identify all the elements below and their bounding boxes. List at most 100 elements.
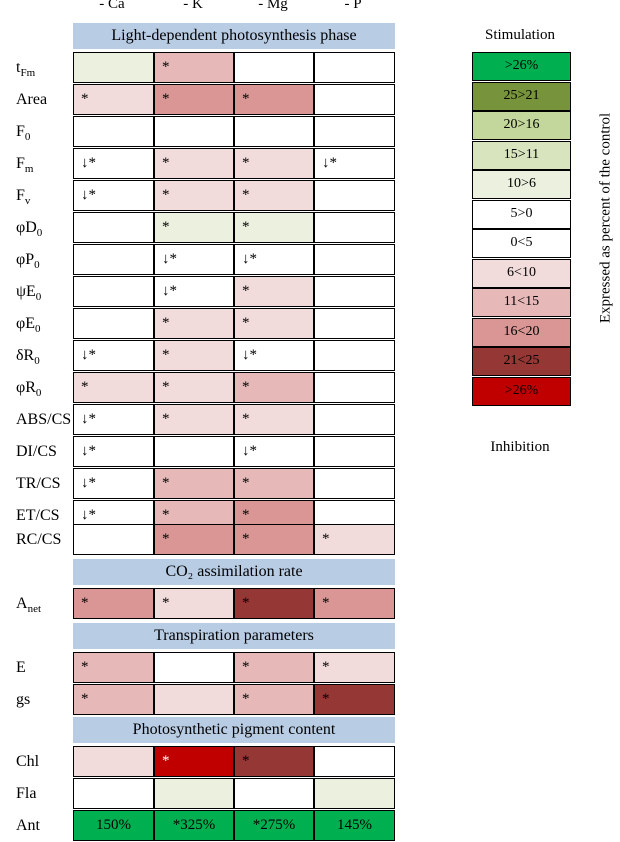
legend-item: 15>11 — [472, 140, 571, 170]
row-label: Fla — [16, 785, 37, 802]
section-co2: CO₂ assimilation rate — [73, 559, 395, 585]
heatmap-cell: ↓* — [154, 276, 234, 307]
legend-item: 16<20 — [472, 317, 571, 347]
heatmap-cell: * — [154, 84, 234, 115]
row-label: DI/CS — [16, 443, 57, 460]
section-light-phase: Light-dependent photosynthesis phase — [73, 23, 395, 49]
row-label: gs — [16, 691, 31, 708]
heatmap-cell — [73, 244, 154, 275]
section-transpiration: Transpiration parameters — [73, 623, 395, 649]
heatmap-cell: * — [234, 684, 314, 715]
heatmap-cell — [73, 778, 154, 809]
legend-side-label: Expressed as percent of the control — [597, 112, 614, 324]
heatmap-cell — [73, 52, 154, 83]
heatmap-cell — [73, 212, 154, 243]
heatmap-cell: ↓* — [73, 180, 154, 211]
heatmap-cell — [73, 276, 154, 307]
heatmap-cell — [314, 276, 395, 307]
heatmap-cell — [154, 436, 234, 467]
row-label: ABS/CS — [16, 411, 72, 428]
heatmap-cell: * — [73, 372, 154, 403]
heatmap-cell: ↓* — [73, 436, 154, 467]
legend-item: 6<10 — [472, 258, 571, 288]
heatmap-cell: ↓* — [154, 244, 234, 275]
heatmap-cell — [73, 308, 154, 339]
row-label: F0 — [16, 123, 31, 144]
heatmap-cell: * — [234, 524, 314, 555]
heatmap-cell — [314, 436, 395, 467]
heatmap-cell: * — [154, 52, 234, 83]
heatmap-cell: ↓* — [234, 436, 314, 467]
heatmap-cell — [314, 180, 395, 211]
row-label: Area — [16, 91, 48, 108]
heatmap-cell: * — [234, 588, 314, 619]
heatmap-cell: * — [154, 746, 234, 777]
heatmap-cell — [314, 778, 395, 809]
row-label: Chl — [16, 753, 40, 770]
heatmap-cell: *325% — [154, 810, 234, 841]
heatmap-cell: * — [234, 308, 314, 339]
heatmap-cell: * — [234, 212, 314, 243]
col-header-k: - K — [183, 0, 203, 12]
heatmap-cell: * — [154, 212, 234, 243]
heatmap-cell — [154, 652, 234, 683]
heatmap-cell: * — [154, 404, 234, 435]
legend-item: 5>0 — [472, 199, 571, 229]
row-label: φP0 — [16, 251, 40, 272]
row-label: E — [16, 659, 26, 676]
heatmap-cell: * — [234, 180, 314, 211]
row-label: δR0 — [16, 347, 40, 368]
row-label: tFm — [16, 59, 36, 80]
col-header-p: - P — [344, 0, 362, 12]
legend-item: 11<15 — [472, 288, 571, 317]
heatmap-cell — [73, 746, 154, 777]
row-label: TR/CS — [16, 475, 61, 492]
heatmap-cell: * — [234, 468, 314, 499]
heatmap-cell: ↓* — [234, 340, 314, 371]
heatmap-cell — [73, 524, 154, 555]
heatmap-cell: * — [154, 468, 234, 499]
legend-item: 21<25 — [472, 347, 571, 376]
legend-item: 10>6 — [472, 170, 571, 199]
heatmap-cell: * — [154, 180, 234, 211]
heatmap-cell: * — [73, 84, 154, 115]
heatmap-cell: * — [73, 588, 154, 619]
legend-item: 25>21 — [472, 81, 571, 111]
heatmap-cell: ↓* — [234, 244, 314, 275]
heatmap-cell: * — [314, 524, 395, 555]
heatmap-cell: * — [314, 652, 395, 683]
heatmap-cell — [314, 116, 395, 147]
row-label: Fv — [16, 187, 31, 208]
heatmap-cell: * — [234, 746, 314, 777]
legend-item: >26% — [472, 376, 571, 406]
heatmap-cell: * — [314, 588, 395, 619]
heatmap-cell — [314, 308, 395, 339]
heatmap-cell — [314, 340, 395, 371]
col-header-ca: - Ca — [99, 0, 125, 12]
heatmap-cell — [314, 244, 395, 275]
heatmap-cell — [234, 116, 314, 147]
heatmap-cell: 145% — [314, 810, 395, 841]
heatmap-cell: ↓* — [73, 468, 154, 499]
heatmap-cell — [314, 212, 395, 243]
heatmap-cell: * — [154, 588, 234, 619]
legend-item: 0<5 — [472, 229, 571, 258]
heatmap-cell: * — [154, 308, 234, 339]
row-label: Fm — [16, 155, 34, 176]
heatmap-cell: * — [234, 372, 314, 403]
heatmap-cell — [314, 746, 395, 777]
heatmap-cell: * — [154, 340, 234, 371]
row-label: ψE0 — [16, 283, 42, 304]
heatmap-cell: ↓* — [73, 340, 154, 371]
heatmap-cell: * — [154, 148, 234, 179]
heatmap-cell: * — [73, 652, 154, 683]
heatmap-cell: * — [73, 684, 154, 715]
row-label: φE0 — [16, 315, 41, 336]
heatmap-cell — [314, 52, 395, 83]
heatmap-cell: *275% — [234, 810, 314, 841]
heatmap-cell: 150% — [73, 810, 154, 841]
heatmap-cell: * — [234, 84, 314, 115]
col-header-mg: - Mg — [258, 0, 288, 12]
heatmap-cell: ↓* — [314, 148, 395, 179]
legend-item: 20>16 — [472, 111, 571, 140]
